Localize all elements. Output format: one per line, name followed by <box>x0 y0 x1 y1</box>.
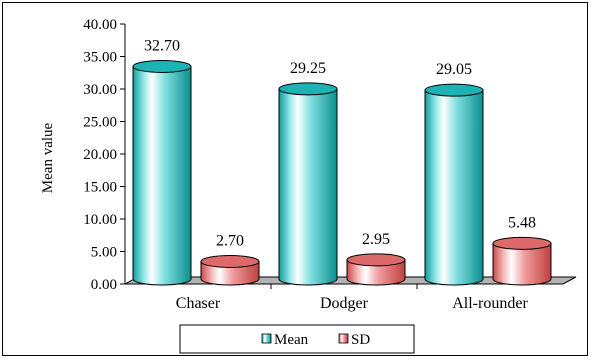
y-tick-label: 25.00 <box>83 115 117 131</box>
cylinder-body <box>278 88 338 286</box>
legend-sd-label: SD <box>351 332 370 348</box>
y-tick-label: 30.00 <box>83 82 117 98</box>
cylinder-top <box>278 82 338 96</box>
legend-box <box>179 324 415 354</box>
sd-bar-dodger <box>346 253 406 286</box>
legend-sd-swatch <box>338 333 349 344</box>
y-tick-label: 10.00 <box>83 212 117 228</box>
sd-bar-all-rounder <box>492 236 552 286</box>
x-category-label: Dodger <box>320 295 369 312</box>
y-tick-label: 0.00 <box>91 277 117 293</box>
data-label: 5.48 <box>508 214 536 231</box>
cylinder-body <box>132 65 192 286</box>
legend: Mean SD <box>179 324 415 354</box>
sd-bar-chaser <box>200 254 260 286</box>
y-tick-label: 15.00 <box>83 180 117 196</box>
mean-bar-chaser <box>132 59 192 286</box>
cylinder-body <box>346 259 406 286</box>
data-label: 2.95 <box>362 231 390 248</box>
mean-bar-dodger <box>278 82 338 286</box>
cylinder-top <box>424 83 484 97</box>
y-tick-label: 40.00 <box>83 17 117 33</box>
cylinder-top <box>200 254 260 268</box>
cylinder-body <box>492 242 552 286</box>
cylinder-top <box>132 59 192 73</box>
y-tick-label: 20.00 <box>83 147 117 163</box>
y-axis-label: Mean value <box>40 122 56 193</box>
legend-mean-label: Mean <box>274 332 309 348</box>
cylinder-body <box>200 260 260 286</box>
data-label: 29.25 <box>290 60 326 77</box>
data-label: 29.05 <box>436 61 472 78</box>
cylinder-top <box>492 236 552 250</box>
y-tick-label: 5.00 <box>91 245 117 261</box>
mean-bar-all-rounder <box>424 83 484 286</box>
legend-mean-swatch <box>261 333 272 344</box>
x-category-label: Chaser <box>176 295 221 312</box>
cylinder-top <box>346 253 406 267</box>
cylinder-body <box>424 89 484 286</box>
data-label: 32.70 <box>144 37 180 54</box>
data-label: 2.70 <box>216 232 244 249</box>
y-tick-label: 35.00 <box>83 50 117 66</box>
x-category-label: All-rounder <box>452 295 528 312</box>
